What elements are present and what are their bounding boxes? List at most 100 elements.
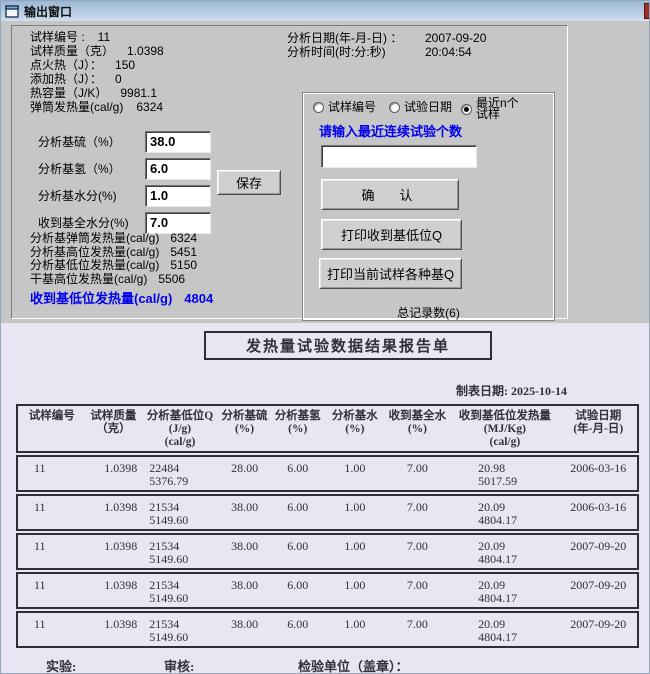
table-row: 11 1.0398 21534 5149.60 38.00 6.00 1.00 7… <box>16 572 639 609</box>
total-moisture-input[interactable] <box>145 211 211 234</box>
analysis-time-value: 20:04:54 <box>425 45 472 59</box>
cell-total-moisture: 7.00 <box>406 617 428 631</box>
cell-hydrogen: 6.00 <box>287 578 309 592</box>
cell-moisture: 1.00 <box>344 461 366 475</box>
header-moisture: 分析基水 (%) <box>331 410 378 435</box>
close-button[interactable] <box>644 3 649 19</box>
save-button[interactable]: 保存 <box>217 170 281 195</box>
cell-moisture: 1.00 <box>344 617 366 631</box>
cell-mass: 1.0398 <box>104 617 138 631</box>
dry-q-label: 干基高位发热量(cal/g) <box>30 271 148 286</box>
analysis-date-line: 分析日期(年-月-日) ： 2007-09-20 <box>287 31 486 45</box>
cell-received-net-q: 20.09 4804.17 <box>478 539 518 566</box>
print-current-sample-button[interactable]: 打印当前试样各种基Q <box>319 258 462 289</box>
cell-test-date: 2007-09-20 <box>570 539 627 553</box>
analysis-datetime-block: 分析日期(年-月-日) ： 2007-09-20 分析时间(时:分:秒) 20:04… <box>287 31 486 59</box>
cell-net-q: 21534 5149.60 <box>149 617 189 644</box>
report-date: 制表日期: 2025-10-14 <box>456 384 567 398</box>
main-panel: 试样编号 : 11 试样质量（克） 1.0398 点火热（J）： 150 添加热（J）… <box>11 25 568 321</box>
bomb-heat-line: 弹筒发热量(cal/g) 6324 <box>30 100 164 114</box>
table-row: 11 1.0398 21534 5149.60 38.00 6.00 1.00 7… <box>16 611 639 648</box>
cell-hydrogen: 6.00 <box>287 500 309 514</box>
radio-sample-id-label: 试样编号 <box>328 100 377 114</box>
confirm-button[interactable]: 确 认 <box>321 179 459 210</box>
cell-net-q: 22484 5376.79 <box>149 461 189 488</box>
cell-sample-id: 11 <box>34 539 46 553</box>
net-q-value: 5150 <box>170 258 198 272</box>
cell-total-moisture: 7.00 <box>406 578 428 592</box>
received-net-q-value: 4804 <box>184 291 214 306</box>
cell-sulfur: 38.00 <box>231 500 259 514</box>
radio-sample-id[interactable]: 试样编号 <box>313 100 377 114</box>
hydrogen-input[interactable] <box>145 157 211 180</box>
query-groupbox: 试样编号 试验日期 最近n个试样 请输入最近连续试验个数 确 认 打印收到基低位… <box>302 92 555 321</box>
radio-recent-n[interactable]: 最近n个试样 <box>461 96 526 121</box>
sulfur-input[interactable] <box>145 130 211 153</box>
radio-circle-icon[interactable] <box>461 103 472 115</box>
cell-net-q: 21534 5149.60 <box>149 578 189 605</box>
count-input[interactable] <box>321 145 477 168</box>
hydrogen-label: 分析基氢（%） <box>38 162 121 176</box>
report-title: 发热量试验数据结果报告单 <box>204 331 492 360</box>
received-net-q-line: 收到基低位发热量(cal/g) 4804 <box>30 288 213 307</box>
cell-sample-id: 11 <box>34 500 46 514</box>
cell-hydrogen: 6.00 <box>287 617 309 631</box>
cell-sample-id: 11 <box>34 461 46 475</box>
sample-id-line: 试样编号 : 11 <box>30 30 164 44</box>
total-records-label: 总记录数(6) <box>397 306 460 320</box>
cell-test-date: 2007-09-20 <box>570 578 627 592</box>
header-net-q: 分析基低位Q (J/g) (cal/g) <box>146 410 214 448</box>
header-hydrogen: 分析基氢 (%) <box>274 410 321 435</box>
sample-id-value: 11 <box>97 30 111 44</box>
radio-circle-icon[interactable] <box>389 102 400 113</box>
header-received-net-q: 收到基低位发热量 (MJ/Kg) (cal/g) <box>458 410 551 448</box>
header-total-moisture: 收到基全水 (%) <box>388 410 447 435</box>
radio-recent-n-label: 最近n个试样 <box>476 96 519 121</box>
analysis-time-label: 分析时间(时:分:秒) <box>287 45 386 59</box>
form-area: 试样编号 : 11 试样质量（克） 1.0398 点火热（J）： 150 添加热（J）… <box>1 21 649 323</box>
header-test-date: 试验日期 (年-月-日) <box>573 410 624 435</box>
gross-q-value: 5451 <box>170 244 198 259</box>
cell-sample-id: 11 <box>34 578 46 592</box>
cell-mass: 1.0398 <box>104 578 138 592</box>
analysis-date-label: 分析日期(年-月-日) ： <box>287 31 403 45</box>
ignition-heat-label: 点火热（J）： <box>30 58 103 72</box>
print-received-q-button[interactable]: 打印收到基低位Q <box>321 219 462 250</box>
cell-mass: 1.0398 <box>104 461 138 475</box>
ignition-heat-line: 点火热（J）： 150 <box>30 58 164 72</box>
dry-q-line: 干基高位发热量(cal/g) 5506 <box>30 271 197 287</box>
cell-net-q: 21534 5149.60 <box>149 539 189 566</box>
bomb-heat-label: 弹筒发热量(cal/g) <box>30 100 124 114</box>
ignition-heat-value: 150 <box>115 58 136 72</box>
gross-q-line: 分析基高位发热量(cal/g) 5451 <box>30 244 198 260</box>
moisture-label: 分析基水分(%) <box>38 189 117 203</box>
heat-capacity-line: 热容量（J/K） 9981.1 <box>30 86 164 100</box>
radio-circle-icon[interactable] <box>313 102 324 113</box>
sample-info-block: 试样编号 : 11 试样质量（克） 1.0398 点火热（J）： 150 添加热（J）… <box>30 30 164 114</box>
cell-hydrogen: 6.00 <box>287 539 309 553</box>
inspection-unit-label: 检验单位（盖章）： <box>298 659 409 674</box>
bomb-q-label: 分析基弹筒发热量(cal/g) <box>30 231 160 245</box>
title-bar: 输出窗口 <box>1 1 649 21</box>
window-icon <box>5 4 19 18</box>
cell-test-date: 2007-09-20 <box>570 617 627 631</box>
cell-test-date: 2006-03-16 <box>570 461 627 475</box>
auditor-label: 审核: <box>164 659 195 674</box>
bomb-heat-value: 6324 <box>136 100 164 114</box>
cell-hydrogen: 6.00 <box>287 461 309 475</box>
table-row: 11 1.0398 22484 5376.79 28.00 6.00 1.00 7… <box>16 455 639 492</box>
added-heat-label: 添加热（J）： <box>30 72 103 86</box>
radio-test-date-label: 试验日期 <box>404 100 453 114</box>
heat-capacity-value: 9981.1 <box>120 86 158 100</box>
radio-test-date[interactable]: 试验日期 <box>389 100 453 114</box>
net-q-label: 分析基低位发热量(cal/g) <box>30 258 160 272</box>
moisture-input[interactable] <box>145 184 211 207</box>
sample-id-label: 试样编号 : <box>30 30 85 44</box>
cell-sulfur: 38.00 <box>231 539 259 553</box>
table-row: 11 1.0398 21534 5149.60 38.00 6.00 1.00 7… <box>16 533 639 570</box>
sample-mass-value: 1.0398 <box>127 44 164 58</box>
window-title: 输出窗口 <box>24 4 73 19</box>
cell-sample-id: 11 <box>34 617 46 631</box>
analysis-date-value: 2007-09-20 <box>425 31 487 45</box>
